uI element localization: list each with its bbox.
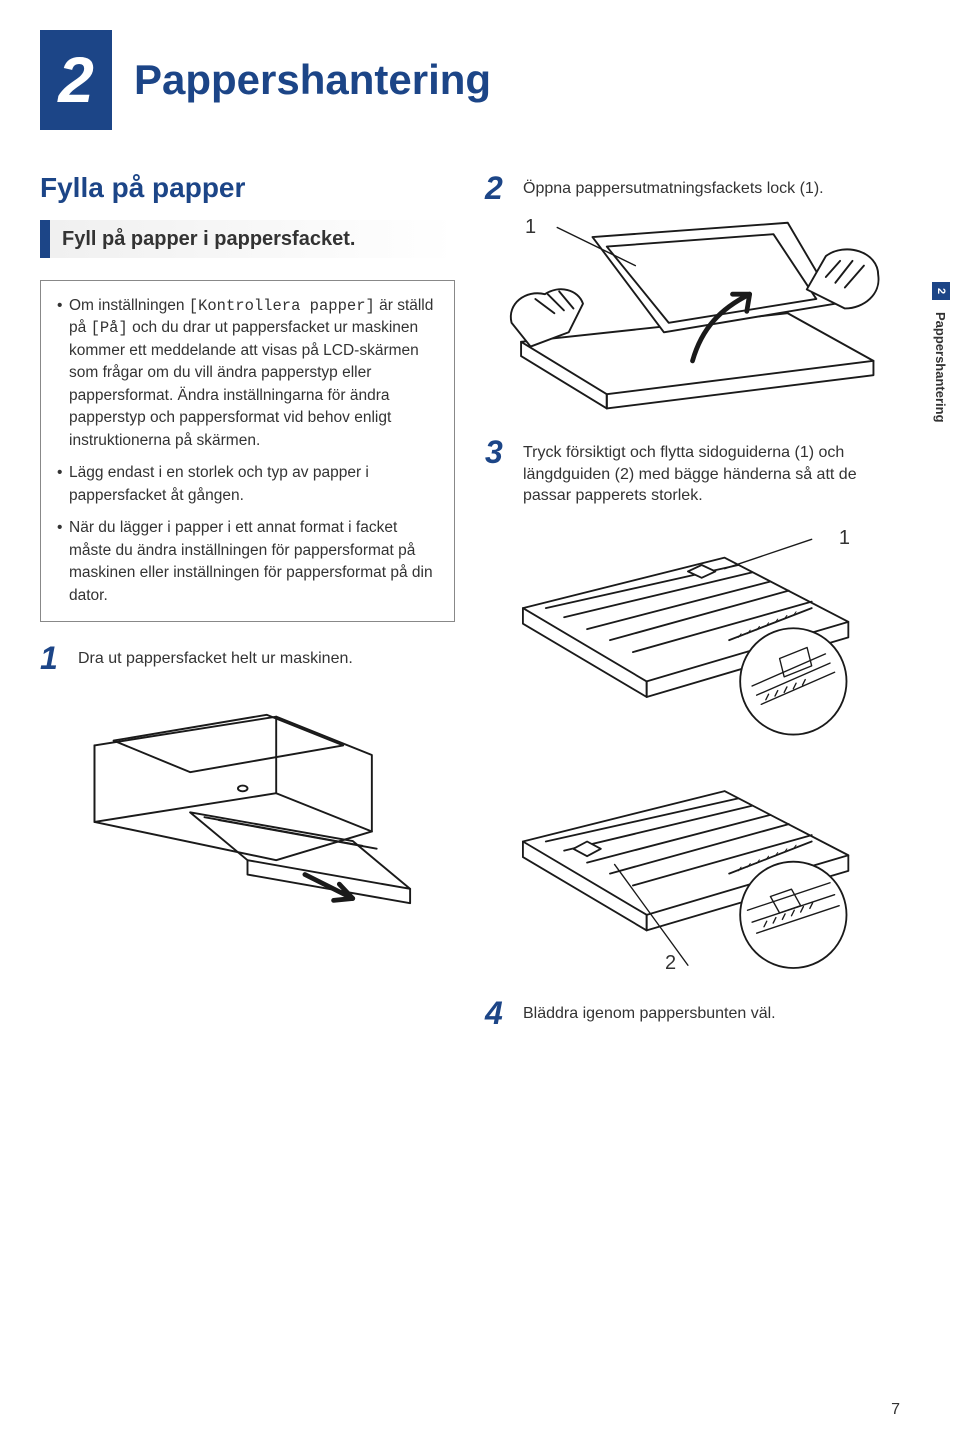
content-columns: Fylla på papper Fyll på papper i pappers… xyxy=(40,172,900,1043)
step-2: 2 Öppna pappersutmatningsfackets lock (1… xyxy=(485,172,900,204)
note-item-3: När du lägger i papper i ett annat forma… xyxy=(57,517,438,607)
step-3: 3 Tryck försiktigt och flytta sidoguider… xyxy=(485,436,900,507)
note-box: Om inställningen [Kontrollera papper] är… xyxy=(40,280,455,622)
callout-2-step3: 2 xyxy=(665,952,676,975)
step-3-text: Tryck försiktigt och flytta sidoguiderna… xyxy=(523,436,900,507)
illustration-printer xyxy=(40,688,455,908)
illustration-guides-1 xyxy=(485,521,900,741)
illustration-open-lid xyxy=(485,218,900,418)
chapter-title: Pappershantering xyxy=(134,56,491,104)
side-tab-number: 2 xyxy=(932,282,950,300)
chapter-number-badge: 2 xyxy=(40,30,112,130)
step-2-number: 2 xyxy=(485,172,511,204)
step-1-number: 1 xyxy=(40,642,66,674)
step-1: 1 Dra ut pappersfacket helt ur maskinen. xyxy=(40,642,455,674)
chapter-header: 2 Pappershantering xyxy=(40,30,900,130)
step-2-text: Öppna pappersutmatningsfackets lock (1). xyxy=(523,172,824,204)
step-1-text: Dra ut pappersfacket helt ur maskinen. xyxy=(78,642,353,674)
step-4-text: Bläddra igenom pappersbunten väl. xyxy=(523,997,776,1029)
callout-1-step2: 1 xyxy=(525,216,536,239)
left-column: Fylla på papper Fyll på papper i pappers… xyxy=(40,172,455,1043)
step-4: 4 Bläddra igenom pappersbunten väl. xyxy=(485,997,900,1029)
callout-1-step3: 1 xyxy=(839,527,850,550)
note-item-2: Lägg endast i en storlek och typ av papp… xyxy=(57,462,438,507)
note-item-1: Om inställningen [Kontrollera papper] är… xyxy=(57,295,438,452)
illustration-guides-2 xyxy=(485,759,900,979)
step-4-number: 4 xyxy=(485,997,511,1029)
section-title: Fylla på papper xyxy=(40,172,455,204)
subsection-title: Fyll på papper i pappersfacket. xyxy=(62,226,443,252)
side-tab-label: Pappershantering xyxy=(933,312,948,423)
right-column: 2 Öppna pappersutmatningsfackets lock (1… xyxy=(485,172,900,1043)
chapter-number: 2 xyxy=(58,43,94,117)
page-number: 7 xyxy=(891,1401,900,1419)
subsection-header: Fyll på papper i pappersfacket. xyxy=(40,220,455,258)
step-3-number: 3 xyxy=(485,436,511,507)
